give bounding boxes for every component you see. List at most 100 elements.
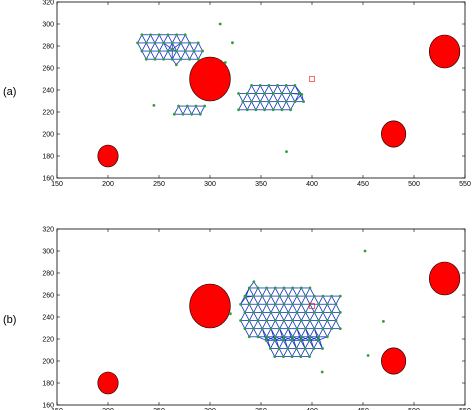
sensor-node [260,327,264,331]
sensor-node [218,22,222,26]
network-link [309,348,315,357]
sensor-node [263,108,266,112]
network-link [272,93,278,102]
network-link [331,295,337,305]
network-link [291,340,297,349]
network-link [274,348,280,357]
network-link [313,340,319,349]
network-link [322,328,328,337]
network-link [290,85,296,94]
network-link [287,312,293,321]
network-link [163,34,169,44]
network-link [270,287,276,297]
sensor-node [265,286,269,290]
network-link [266,295,272,305]
sensor-node [237,92,240,95]
x-tick-label: 450 [357,181,369,188]
network-link [272,85,278,94]
network-link [322,320,328,329]
sensor-node [312,347,316,350]
sensor-node [140,49,144,53]
network-link [283,340,289,349]
y-tick-label: 220 [42,337,54,344]
network-link [244,304,250,313]
network-link [285,101,291,110]
network-link [167,34,173,44]
sensor-node [273,286,277,290]
sensor-node [153,41,157,45]
x-tick-label: 350 [255,181,267,188]
network-link [326,312,332,321]
sensor-node [321,294,325,298]
network-link [294,93,300,102]
sensor-node [269,327,273,331]
network-link [326,320,332,329]
network-link [287,340,293,349]
network-link [296,328,302,341]
network-link [171,34,177,44]
y-tick-label: 240 [42,315,54,322]
x-tick-label: 500 [408,181,420,188]
sensor-node [277,347,281,350]
network-link [154,34,160,44]
sensor-node [140,33,144,37]
sensor-node [256,335,260,339]
sensor-node [317,302,321,306]
network-link [283,348,289,357]
y-tick-label: 200 [42,132,54,139]
network-link [283,328,289,337]
sensor-node [166,33,170,37]
network-link [270,328,276,341]
network-link [176,42,182,52]
sensor-node [285,150,288,154]
sensor-node [299,319,303,322]
y-tick-label: 240 [42,88,54,95]
sensor-node [325,319,329,322]
network-link [322,312,328,321]
network-link [281,85,287,94]
network-link [248,320,254,329]
network-link [335,312,341,321]
network-link [261,304,267,313]
sensor-node [149,33,152,37]
sensor-node [170,47,174,51]
network-link [248,287,254,297]
x-tick-label: 400 [306,181,318,188]
obstacle-circle [381,347,407,375]
sensor-node [273,355,277,358]
x-tick-label: 300 [204,181,216,188]
network-link [244,320,250,329]
sensor-node [263,92,266,95]
network-links [240,281,341,358]
network-link [163,42,169,52]
network-link [244,312,250,321]
sensor-node [258,83,262,87]
x-tick-label: 150 [51,181,63,188]
y-tick-label: 320 [42,227,54,234]
sensor-node [299,335,303,339]
network-link [173,105,179,115]
network-link [268,101,274,110]
obstacle-circle [189,283,231,329]
sensor-node [166,49,170,53]
sensor-node [282,355,285,358]
network-link [248,328,254,337]
obstacle-circle [97,144,119,168]
network-link [313,295,319,305]
sensor-node [286,347,290,350]
network-link [300,287,306,297]
target-marker [309,76,315,82]
sensor-node [254,92,258,95]
network-link [326,304,332,313]
sensor-node [196,41,200,45]
sensor-node [267,83,271,87]
plot-frame [56,228,466,406]
sensor-node [282,302,286,306]
sensor-node [284,83,288,87]
network-link [242,101,248,110]
sensor-node [290,355,294,358]
network-link [257,320,263,329]
network-link [335,320,341,329]
sensor-node [267,100,271,104]
network-link [281,101,287,110]
